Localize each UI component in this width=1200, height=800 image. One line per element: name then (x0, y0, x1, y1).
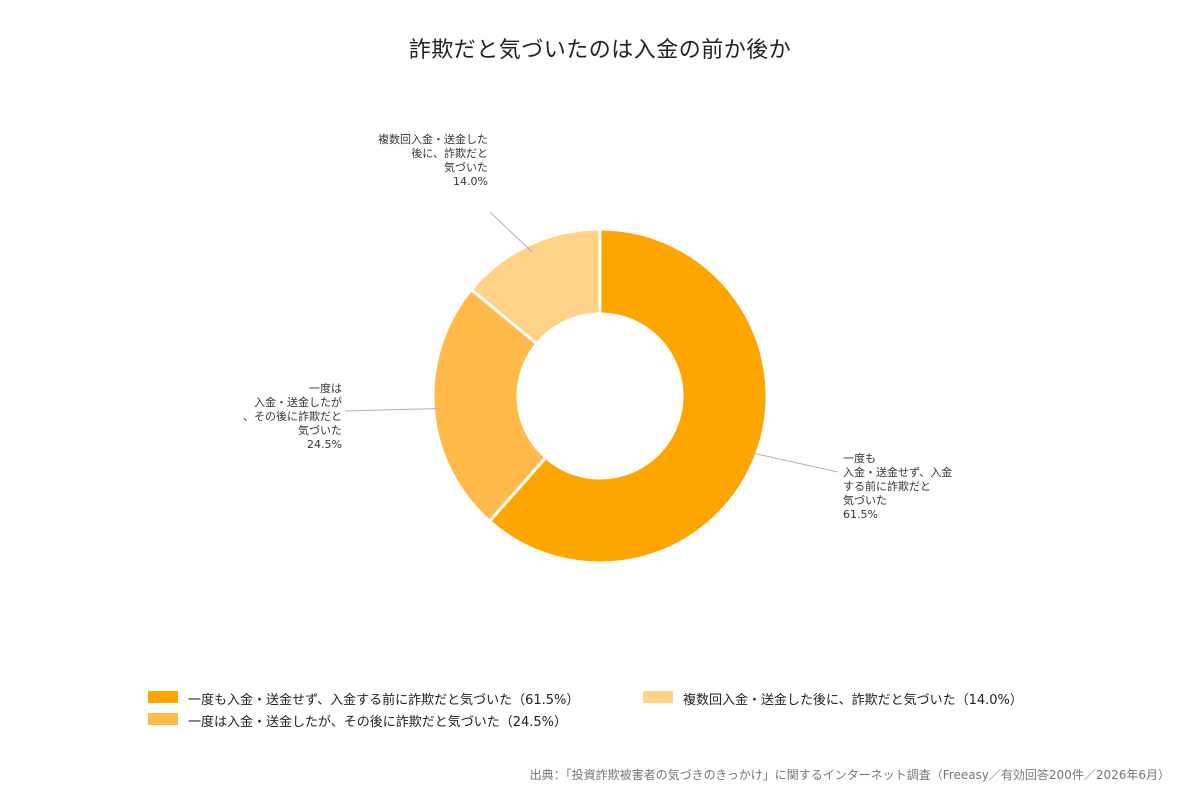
callout-label-before-payment: 一度も 入金・送金せず、入金 する前に詐欺だと 気づいた 61.5% (843, 452, 953, 521)
leader-line (344, 407, 442, 412)
legend-label: 一度は入金・送金したが、その後に詐欺だと気づいた（24.5%） (188, 715, 568, 730)
callout-label-once-paid: 一度は 入金・送金したが 、その後に詐欺だと 気づいた 24.5% (243, 382, 342, 451)
source-note: 出典：「投資詐欺被害者の気づきのきっかけ」に関するインターネット調査（Freea… (529, 768, 1170, 782)
slice-multiple-paid (469, 227, 602, 346)
legend-swatch (148, 691, 178, 703)
leader-line (489, 211, 533, 253)
callout-label-multiple-paid: 複数回入金・送金した 後に、詐欺だと 気づいた 14.0% (378, 133, 488, 188)
slice-once-paid (431, 287, 548, 524)
legend-label: 一度も入金・送金せず、入金する前に詐欺だと気づいた（61.5%） (188, 693, 580, 708)
leader-line (748, 451, 839, 473)
chart-title: 詐欺だと気づいたのは入金の前か後か (408, 38, 792, 63)
legend-swatch (148, 713, 178, 725)
slice-before-payment (487, 227, 769, 565)
legend-swatch (643, 691, 673, 703)
legend-label: 複数回入金・送金した後に、詐欺だと気づいた（14.0%） (683, 693, 1023, 708)
